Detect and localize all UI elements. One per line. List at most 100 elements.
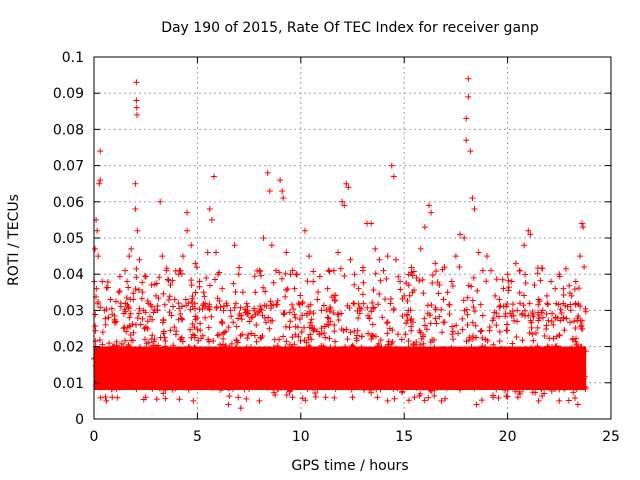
data-point-texture <box>190 355 197 362</box>
data-point-texture <box>188 380 195 387</box>
data-point-texture <box>464 321 471 328</box>
data-point-texture <box>165 365 172 372</box>
data-point-texture <box>298 354 305 361</box>
data-point-texture <box>422 322 429 329</box>
data-point-texture <box>539 314 546 321</box>
data-point-texture <box>552 386 559 393</box>
data-point-texture <box>377 365 384 372</box>
data-point-texture <box>257 352 264 359</box>
data-point-texture <box>275 381 282 388</box>
data-point-texture <box>280 309 287 316</box>
data-point-texture <box>442 395 449 402</box>
data-point-texture <box>380 366 387 373</box>
data-point-texture <box>313 370 320 377</box>
data-point-texture <box>99 329 106 336</box>
data-point <box>188 242 195 249</box>
x-tick-label: 10 <box>292 429 310 445</box>
data-point-texture <box>123 294 130 301</box>
data-point-texture <box>327 367 334 374</box>
data-point-texture <box>513 382 520 389</box>
data-point-texture <box>578 349 585 356</box>
data-point <box>339 198 346 205</box>
data-point-texture <box>98 374 105 381</box>
data-point-texture <box>192 289 199 296</box>
data-point-texture <box>429 280 436 287</box>
data-point-texture <box>149 342 156 349</box>
data-point-texture <box>560 314 567 321</box>
data-point-texture <box>457 363 464 370</box>
data-point-texture <box>150 338 157 345</box>
data-point-texture <box>162 375 169 382</box>
data-point-texture <box>95 299 102 306</box>
data-point <box>287 271 294 278</box>
data-point-texture <box>286 341 293 348</box>
data-point-texture <box>442 365 449 372</box>
data-point-texture <box>480 360 487 367</box>
data-point-texture <box>103 374 110 381</box>
data-point-texture <box>160 370 167 377</box>
data-point <box>268 242 275 249</box>
data-point-texture <box>199 346 206 353</box>
data-point-texture <box>233 344 240 351</box>
data-point-texture <box>136 286 143 293</box>
data-point-texture <box>344 336 351 343</box>
data-point-texture <box>372 270 379 277</box>
data-point-texture <box>228 340 235 347</box>
data-point-texture <box>399 295 406 302</box>
data-point <box>471 206 478 213</box>
data-point-texture <box>243 377 250 384</box>
data-point-texture <box>275 370 282 377</box>
data-point <box>504 271 511 278</box>
data-point-texture <box>479 312 486 319</box>
data-point-texture <box>236 264 243 271</box>
data-point-texture <box>343 363 350 370</box>
data-point-texture <box>391 363 398 370</box>
data-point-texture <box>160 330 167 337</box>
data-point <box>535 296 542 303</box>
data-point-texture <box>169 357 176 364</box>
data-point-texture <box>546 369 553 376</box>
data-point-texture <box>331 322 338 329</box>
data-point-texture <box>433 320 440 327</box>
data-point-texture <box>299 349 306 356</box>
data-point <box>465 93 472 100</box>
data-point-texture <box>407 374 414 381</box>
data-point-texture <box>139 315 146 322</box>
y-tick-label: 0 <box>75 412 84 428</box>
data-point-texture <box>261 302 268 309</box>
data-point-texture <box>308 336 315 343</box>
data-point-texture <box>396 352 403 359</box>
data-point-texture <box>274 342 281 349</box>
data-point-texture <box>447 381 454 388</box>
data-point-texture <box>573 385 580 392</box>
y-tick-label: 0.09 <box>53 86 84 102</box>
data-point-texture <box>546 335 553 342</box>
data-point-texture <box>309 325 316 332</box>
data-point-texture <box>552 343 559 350</box>
data-point-texture <box>291 366 298 373</box>
data-point <box>581 263 588 270</box>
data-point-texture <box>493 276 500 283</box>
data-point-texture <box>271 336 278 343</box>
data-point-texture <box>142 273 149 280</box>
data-point-texture <box>133 386 140 393</box>
data-point-texture <box>276 367 283 374</box>
data-point-texture <box>121 306 128 313</box>
data-point-texture <box>265 361 272 368</box>
data-point-texture <box>537 370 544 377</box>
data-point <box>163 267 170 274</box>
data-point-texture <box>276 269 283 276</box>
data-point-texture <box>434 384 441 391</box>
data-point-texture <box>518 311 525 318</box>
data-point-texture <box>144 383 151 390</box>
data-point-texture <box>529 389 536 396</box>
data-point-texture <box>511 352 518 359</box>
data-point-texture <box>232 377 239 384</box>
data-point-texture <box>375 301 382 308</box>
data-point-texture <box>316 273 323 280</box>
data-point-texture <box>246 318 253 325</box>
data-point-texture <box>258 307 265 314</box>
data-point-texture <box>371 383 378 390</box>
data-point-texture <box>115 374 122 381</box>
data-point-texture <box>166 309 173 316</box>
